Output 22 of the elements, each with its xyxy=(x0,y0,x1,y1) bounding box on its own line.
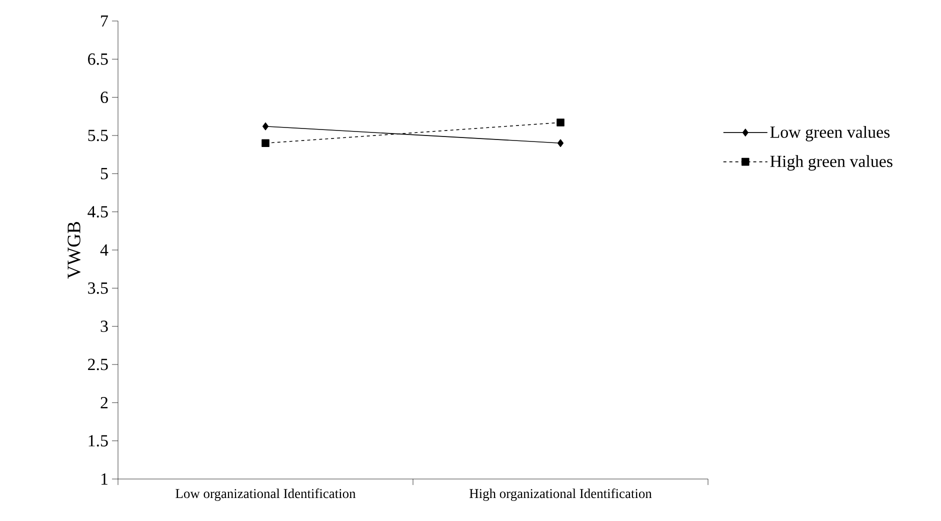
point xyxy=(262,122,269,130)
x-tick-label: Low organizational Identification xyxy=(176,488,356,501)
point xyxy=(262,139,270,148)
y-axis-title: VWGB xyxy=(68,222,80,279)
point xyxy=(556,118,564,126)
y-tick-label: 1 xyxy=(101,473,108,485)
x-tick-label: High organizational Identification xyxy=(470,488,652,501)
point xyxy=(557,139,564,148)
legend-label: Low green values xyxy=(770,126,890,142)
y-tick-label: 3 xyxy=(100,320,108,332)
y-tick-label: 5.5 xyxy=(88,130,108,142)
legend-label: High green values xyxy=(770,155,892,171)
y-tick-label: 7 xyxy=(101,15,108,27)
y-tick-label: 2 xyxy=(100,397,108,408)
y-tick-label: 3.5 xyxy=(88,282,108,294)
y-tick-label: 4.5 xyxy=(88,206,108,218)
y-tick-label: 6 xyxy=(100,92,108,104)
y-tick-label: 4 xyxy=(100,244,108,256)
y-tick-label: 6.5 xyxy=(88,53,108,65)
y-tick-label: 2.5 xyxy=(88,358,108,370)
y-tick-label: 5 xyxy=(100,168,108,180)
y-tick-label: 1.5 xyxy=(88,435,108,447)
